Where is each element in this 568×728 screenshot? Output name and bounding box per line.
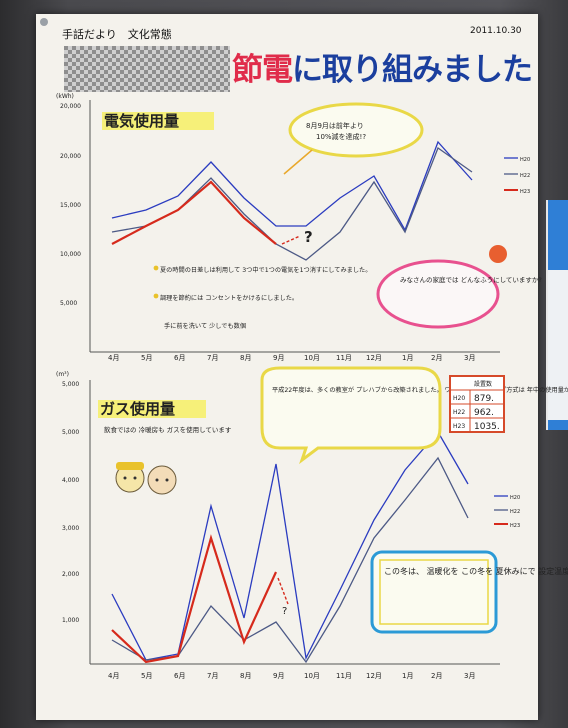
electric-x-tick: 12月 xyxy=(366,354,382,362)
electric-x-tick: 2月 xyxy=(431,354,442,362)
gas-bubble-text: 平成22年度は、多くの教室が プレハブから改築されました。 ワーク・ヒートポンプ… xyxy=(272,386,568,394)
legend-label-h20: H20 xyxy=(510,495,520,501)
gas-x-tick: 8月 xyxy=(240,672,251,680)
table-year: H20 xyxy=(453,395,465,402)
right-bubble-sun xyxy=(489,245,507,263)
legend-label-h23: H23 xyxy=(510,523,520,529)
gas-arrow xyxy=(278,578,288,604)
gas-y-tick: 3,000 xyxy=(62,525,79,532)
hat-left xyxy=(116,462,144,470)
electric-y-tick: 20,000 xyxy=(60,153,81,160)
gas-x-tick: 11月 xyxy=(336,672,352,680)
gas-x-tick: 4月 xyxy=(108,672,119,680)
gas-table: 設置数 H20 879. H22 962. H23 1035. xyxy=(450,376,504,432)
table-value: 879. xyxy=(474,394,494,404)
electric-x-tick: 5月 xyxy=(141,354,152,362)
legend-label-h23: H23 xyxy=(520,189,530,195)
electric-x-ticks: 4月 5月 6月 7月 8月 9月 10月 11月 12月 1月 2月 3月 xyxy=(108,354,475,362)
electric-x-tick: 3月 xyxy=(464,354,475,362)
electric-y-tick: 5,000 xyxy=(60,300,77,307)
gas-arrow-mark: ? xyxy=(282,606,287,617)
gas-unit: (m³) xyxy=(56,371,69,378)
electric-x-tick: 7月 xyxy=(207,354,218,362)
electric-question-mark: ? xyxy=(304,228,313,246)
table-value: 962. xyxy=(474,408,494,418)
gas-x-tick: 1月 xyxy=(402,672,413,680)
electric-y-tick: 20,000 xyxy=(60,103,81,110)
electric-note: 夏の時間の日差しは利用して 3つ中で1つの電気を1つ消すにしてみました。 xyxy=(160,266,371,274)
electric-x-tick: 8月 xyxy=(240,354,251,362)
eye xyxy=(134,477,137,480)
electric-note: 調理を節約には コンセントをかけるにしました。 xyxy=(160,294,298,302)
gas-caption: 飲食ではの 冷暖房も ガスを使用しています xyxy=(104,425,232,434)
gas-y-tick: 1,000 xyxy=(62,617,79,624)
gas-x-ticks: 4月 5月 6月 7月 8月 9月 10月 11月 12月 1月 2月 3月 xyxy=(108,672,475,680)
electric-x-tick: 9月 xyxy=(273,354,284,362)
electric-series-h23 xyxy=(112,182,276,244)
electric-y-tick: 15,000 xyxy=(60,202,81,209)
gas-x-tick: 7月 xyxy=(207,672,218,680)
eye xyxy=(166,479,169,482)
electric-y-tick: 10,000 xyxy=(60,251,81,258)
table-header: 設置数 xyxy=(474,380,492,388)
electric-bubble-line: 10%減を達成!? xyxy=(316,132,366,141)
electric-x-tick: 11月 xyxy=(336,354,352,362)
gas-x-tick: 5月 xyxy=(141,672,152,680)
gas-x-tick: 9月 xyxy=(273,672,284,680)
electric-x-tick: 10月 xyxy=(304,354,320,362)
eye xyxy=(156,479,159,482)
gas-y-tick: 5,000 xyxy=(62,381,79,388)
gas-x-tick: 3月 xyxy=(464,672,475,680)
electric-bubble-arrow xyxy=(284,150,312,174)
electric-x-tick: 6月 xyxy=(174,354,185,362)
electric-notes: 夏の時間の日差しは利用して 3つ中で1つの電気を1つ消すにしてみました。 調理を… xyxy=(154,266,372,330)
legend-label-h22: H22 xyxy=(510,509,520,515)
electric-arrow xyxy=(282,236,300,244)
gas-series-h23 xyxy=(112,538,276,662)
table-year: H22 xyxy=(453,409,465,416)
table-year: H23 xyxy=(453,423,465,430)
gas-y-tick: 5,000 xyxy=(62,429,79,436)
electric-heading: 電気使用量 xyxy=(104,112,179,130)
electric-legend: H20 H22 H23 xyxy=(504,157,530,195)
electric-note: 手に前を洗いて 少しでも数個 xyxy=(164,322,246,330)
electric-bubble xyxy=(290,104,422,156)
table-value: 1035. xyxy=(474,422,500,432)
face-right xyxy=(148,466,176,494)
gas-x-tick: 12月 xyxy=(366,672,382,680)
gas-x-tick: 2月 xyxy=(431,672,442,680)
electric-unit: (kWh) xyxy=(56,93,74,100)
right-bubble-text: みなさんの家庭では どんなふうにしていますか? xyxy=(400,275,542,284)
gas-legend: H20 H22 H23 xyxy=(494,495,520,529)
note-bullet xyxy=(154,266,159,271)
electric-x-tick: 4月 xyxy=(108,354,119,362)
legend-label-h20: H20 xyxy=(520,157,530,163)
note-bullet xyxy=(154,294,159,299)
gas-x-tick: 10月 xyxy=(304,672,320,680)
gas-heading: ガス使用量 xyxy=(100,400,175,418)
electric-x-tick: 1月 xyxy=(402,354,413,362)
gas-y-tick: 4,000 xyxy=(62,477,79,484)
electric-series-h22 xyxy=(112,148,472,260)
legend-label-h22: H22 xyxy=(520,173,530,179)
gas-x-tick: 6月 xyxy=(174,672,185,680)
electric-bubble-line: 8月9月は前年より xyxy=(306,121,364,130)
gas-illustration xyxy=(116,462,176,494)
memo-box xyxy=(372,552,496,632)
gas-bubble xyxy=(262,368,440,460)
memo-text: この冬は、 温暖化を この冬を 夏休みにで 設定温度を調整しながら、 暖を通じた… xyxy=(384,566,568,576)
eye xyxy=(124,477,127,480)
gas-y-tick: 2,000 xyxy=(62,571,79,578)
right-bubble xyxy=(378,261,498,327)
electric-chart: 電気使用量 (kWh) 20,000 20,000 15,000 10,000 … xyxy=(56,93,542,362)
gas-chart: ガス使用量 (m³) 5,000 5,000 4,000 3,000 2,000… xyxy=(56,368,568,680)
